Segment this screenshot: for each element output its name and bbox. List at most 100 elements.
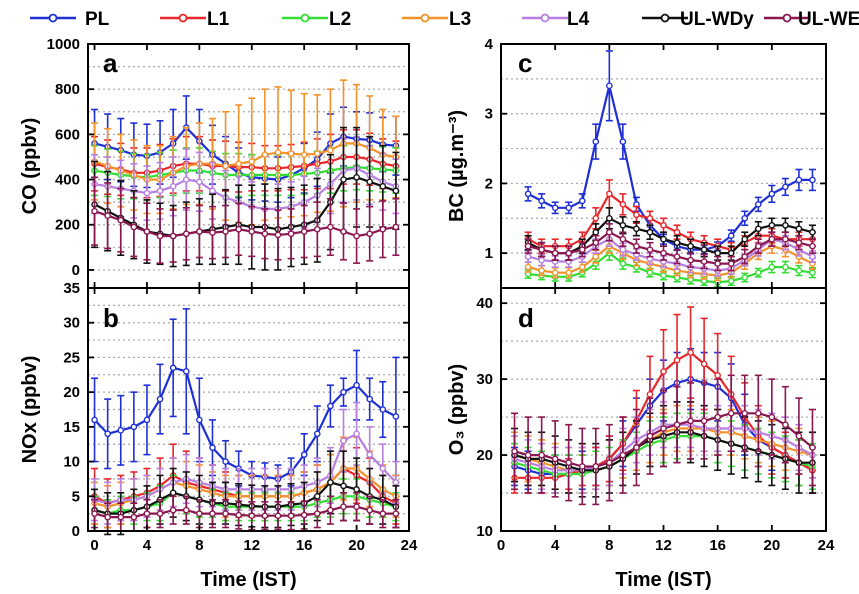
data-point	[592, 214, 600, 222]
x-tick-label: 16	[709, 537, 726, 554]
data-point	[353, 232, 360, 240]
data-point	[660, 425, 667, 432]
data-point	[741, 253, 749, 260]
y-tick-label: 25	[63, 349, 80, 366]
data-point	[754, 225, 762, 233]
data-point	[392, 187, 400, 195]
data-point	[104, 212, 111, 220]
data-point	[524, 190, 532, 198]
data-point	[353, 381, 360, 389]
data-point	[592, 253, 600, 260]
data-point	[156, 395, 164, 403]
data-point	[538, 246, 545, 253]
data-point	[673, 239, 681, 246]
data-point	[327, 146, 334, 154]
series-group	[91, 79, 400, 271]
legend-item-l4: L4	[522, 9, 590, 30]
data-point	[741, 274, 749, 281]
data-point	[156, 187, 164, 195]
data-point	[809, 444, 816, 451]
data-point	[209, 510, 216, 517]
y-tick-label: 40	[476, 295, 493, 312]
series-line	[527, 231, 813, 265]
data-point	[274, 231, 282, 239]
data-point	[287, 150, 295, 157]
legend-item-l1: L1	[160, 9, 230, 30]
data-point	[754, 409, 762, 417]
data-point	[196, 416, 203, 424]
data-point	[714, 413, 721, 421]
data-point	[768, 263, 776, 271]
y-tick-label: 800	[55, 81, 80, 98]
data-point	[209, 187, 216, 195]
panel-b: 0 5 10 15 20 25 30 35 0 4 8 12 16 20 24 Time (IST) b NOx …	[19, 280, 418, 591]
panel-label: d	[518, 303, 534, 333]
data-point	[143, 510, 151, 517]
legend-label: UL-WEd	[798, 9, 859, 30]
data-point	[169, 506, 177, 514]
data-point	[222, 510, 229, 517]
data-point	[795, 225, 803, 233]
data-point	[379, 183, 387, 190]
x-tick-label: 12	[243, 537, 260, 554]
panel-label: a	[103, 48, 118, 78]
data-point	[392, 510, 400, 517]
data-point	[340, 228, 347, 235]
y-axis-label: O₃ (ppbv)	[446, 364, 468, 455]
y-tick-label: 3	[485, 106, 493, 123]
data-point	[809, 269, 816, 276]
data-point	[633, 242, 640, 250]
data-point	[809, 228, 816, 236]
series-line	[527, 192, 813, 251]
data-point	[379, 225, 387, 233]
series-line	[527, 245, 814, 277]
panel-a: 0 200 400 600 800 1000 a CO (ppbv)	[19, 36, 410, 289]
data-point	[524, 253, 532, 260]
y-axis-label: BC (µg.m⁻³)	[446, 110, 468, 222]
data-point	[169, 183, 177, 190]
data-point	[182, 368, 190, 375]
legend-marker	[178, 13, 188, 23]
series-l3	[91, 79, 400, 226]
data-point	[353, 503, 360, 511]
data-point	[538, 256, 545, 264]
ticks: 0 200 400 600 800 1000	[47, 36, 410, 288]
data-point	[687, 256, 694, 264]
data-point	[169, 232, 177, 240]
data-point	[619, 138, 627, 145]
series-ul-wed	[91, 176, 400, 264]
data-point	[592, 463, 600, 470]
data-point	[261, 230, 269, 238]
data-point	[809, 176, 816, 184]
data-point	[551, 204, 559, 212]
y-tick-label: 0	[72, 262, 80, 279]
data-point	[741, 409, 749, 417]
data-point	[130, 223, 138, 231]
data-point	[91, 207, 98, 215]
data-point	[117, 513, 125, 521]
y-tick-label: 1000	[47, 36, 80, 53]
data-point	[727, 260, 735, 267]
data-point	[235, 225, 242, 233]
data-point	[700, 258, 708, 265]
x-tick-label: 12	[655, 537, 672, 554]
x-tick-label: 24	[401, 537, 418, 554]
data-point	[524, 263, 532, 271]
data-point	[754, 269, 762, 276]
data-point	[196, 510, 203, 517]
data-point	[235, 511, 242, 519]
data-point	[565, 204, 573, 212]
data-point	[313, 225, 321, 233]
data-point	[169, 489, 177, 497]
x-tick-label: 0	[90, 537, 98, 554]
y-tick-label: 400	[55, 172, 80, 189]
series-ul-wdy	[524, 207, 816, 261]
data-point	[578, 197, 586, 205]
data-point	[727, 249, 735, 257]
data-point	[340, 503, 347, 511]
data-point	[619, 221, 627, 229]
series-l4	[91, 135, 400, 235]
legend-label: L2	[329, 9, 351, 30]
series-line	[527, 252, 813, 284]
data-point	[366, 230, 373, 238]
